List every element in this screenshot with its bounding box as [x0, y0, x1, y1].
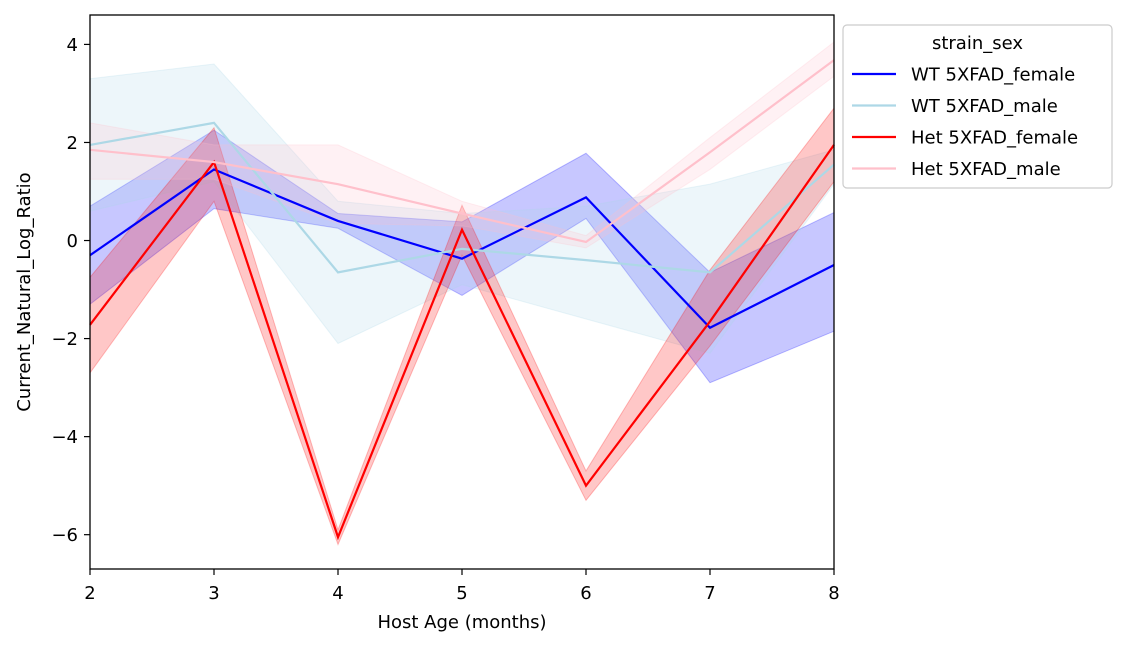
- y-tick-label: −4: [51, 427, 78, 448]
- legend-label-1: WT 5XFAD_male: [911, 96, 1058, 117]
- legend-label-3: Het 5XFAD_male: [911, 159, 1061, 180]
- y-axis-label: Current_Natural_Log_Ratio: [14, 172, 35, 411]
- x-tick-label: 4: [332, 583, 343, 604]
- legend-label-0: WT 5XFAD_female: [911, 65, 1075, 86]
- x-axis-label: Host Age (months): [377, 612, 546, 633]
- series-lines: [89, 59, 835, 541]
- legend-title: strain_sex: [932, 33, 1023, 54]
- y-tick-label: −6: [51, 525, 78, 546]
- x-tick-label: 5: [456, 583, 467, 604]
- x-tick-label: 2: [84, 583, 95, 604]
- x-tick-label: 6: [580, 583, 591, 604]
- y-tick-label: −2: [51, 329, 78, 350]
- x-tick-label: 7: [704, 583, 715, 604]
- series-line-1: [89, 121, 835, 274]
- y-tick-label: 4: [67, 35, 78, 56]
- x-tick-label: 3: [208, 583, 219, 604]
- legend-label-2: Het 5XFAD_female: [911, 128, 1078, 149]
- plot-area: [89, 14, 835, 570]
- series-line-3: [89, 59, 835, 244]
- y-tick-label: 2: [67, 133, 78, 154]
- confidence-bands: [89, 40, 835, 546]
- legend: strain_sex WT 5XFAD_female WT 5XFAD_male H…: [842, 24, 1113, 189]
- series-line-0: [89, 168, 835, 330]
- y-axis: −6 −4 −2 0 2 4: [51, 35, 90, 546]
- x-tick-label: 8: [828, 583, 839, 604]
- legend-box: [842, 24, 1113, 189]
- legend-items: WT 5XFAD_female WT 5XFAD_male Het 5XFAD_fe…: [852, 65, 1078, 180]
- y-tick-label: 0: [67, 231, 78, 252]
- x-axis: 2 3 4 5 6 7 8: [84, 569, 840, 604]
